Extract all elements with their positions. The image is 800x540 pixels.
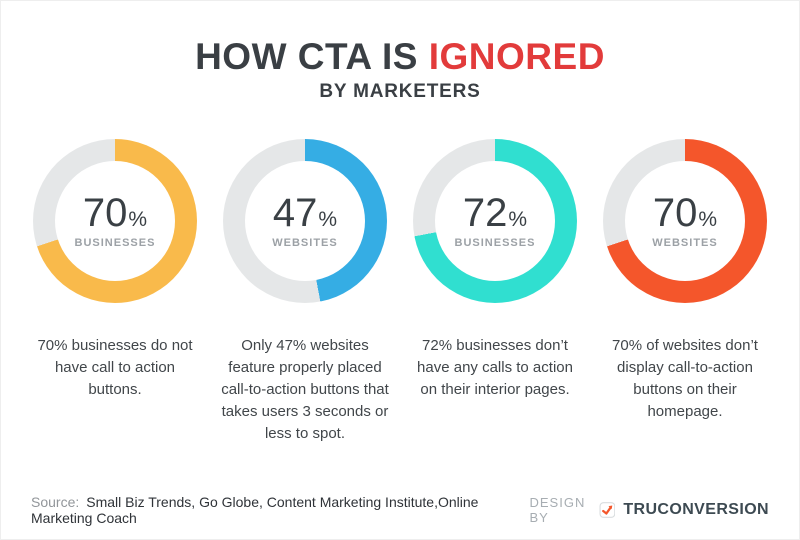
donut-value-number-1: 70 xyxy=(82,190,128,235)
design-by-label: DESIGN BY xyxy=(529,495,586,525)
donut-label-2: WEBSITES xyxy=(272,236,338,249)
donut-center-2: 47% WEBSITES xyxy=(245,160,365,281)
source-label: Source: xyxy=(31,494,80,510)
brand-name: TRUCONVERSION xyxy=(623,501,769,518)
donut-chart-1: 70% BUSINESSES xyxy=(33,138,197,303)
chart-column-4: 70% WEBSITES 70% of websites don’t display… xyxy=(591,138,779,445)
design-credit: DESIGN BY TRUCONVERSION xyxy=(530,495,770,525)
donut-value-number-3: 72 xyxy=(462,190,508,235)
chart-column-2: 47% WEBSITES Only 47% websites feature pro… xyxy=(211,138,399,445)
chart-description-3: 72% businesses don’t have any calls to a… xyxy=(417,336,573,398)
donut-value-number-2: 47 xyxy=(272,190,318,235)
donut-center-1: 70% BUSINESSES xyxy=(55,160,175,281)
donut-value-unit-1: % xyxy=(128,207,148,231)
donut-center-4: 70% WEBSITES xyxy=(625,160,745,281)
donut-value-unit-3: % xyxy=(508,207,528,231)
donut-chart-2: 47% WEBSITES xyxy=(223,138,387,303)
footer: Source: Small Biz Trends, Go Globe, Conte… xyxy=(1,494,799,526)
donut-value-number-4: 70 xyxy=(652,190,698,235)
source-line: Source: Small Biz Trends, Go Globe, Conte… xyxy=(31,494,530,526)
donut-chart-3: 72% BUSINESSES xyxy=(413,138,577,303)
chart-description-2: Only 47% websites feature properly place… xyxy=(221,336,389,442)
page-subtitle: BY MARKETERS xyxy=(319,80,481,102)
donut-center-3: 72% BUSINESSES xyxy=(435,160,555,281)
charts-row: 70% BUSINESSES 70% businesses do not have … xyxy=(1,138,799,445)
chart-column-3: 72% BUSINESSES 72% businesses don’t have a… xyxy=(401,138,589,445)
donut-value-2: 47% xyxy=(273,193,337,233)
truconversion-logo-icon xyxy=(599,502,615,518)
donut-value-3: 72% xyxy=(463,193,527,233)
donut-chart-4: 70% WEBSITES xyxy=(603,138,767,303)
header: HOW CTA IS IGNORED BY MARKETERS xyxy=(1,1,799,103)
donut-value-unit-2: % xyxy=(318,207,338,231)
donut-label-1: BUSINESSES xyxy=(74,236,156,249)
page-title-accent: IGNORED xyxy=(428,36,605,77)
donut-label-3: BUSINESSES xyxy=(454,236,536,249)
page-title-dark: HOW CTA IS xyxy=(195,36,418,77)
chart-description-4: 70% of websites don’t display call-to-ac… xyxy=(612,336,758,420)
donut-value-unit-4: % xyxy=(698,207,718,231)
chart-description-1: 70% businesses do not have call to actio… xyxy=(37,336,193,398)
source-text: Small Biz Trends, Go Globe, Content Mark… xyxy=(31,494,479,526)
page-title: HOW CTA IS IGNORED xyxy=(1,36,799,78)
donut-label-4: WEBSITES xyxy=(652,236,718,249)
donut-value-1: 70% xyxy=(83,193,147,233)
chart-column-1: 70% BUSINESSES 70% businesses do not have … xyxy=(21,138,209,445)
donut-value-4: 70% xyxy=(653,193,717,233)
